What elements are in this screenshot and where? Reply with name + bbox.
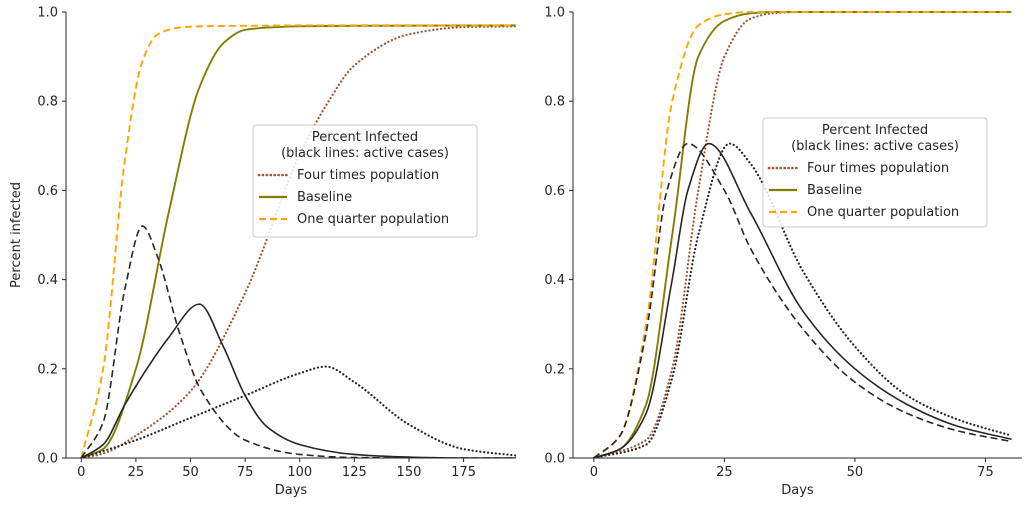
legend: Percent Infected(black lines: active cas… — [762, 117, 988, 228]
series-line-active-4 — [592, 142, 1013, 458]
series-line-cumulative-3 — [593, 11, 1012, 458]
legend-title: Percent Infected — [312, 130, 418, 145]
legend-frame — [762, 117, 988, 228]
series-line-cumulative-1 — [80, 25, 516, 458]
y-tick-label: 0.0 — [544, 452, 565, 467]
x-tick-label: 50 — [182, 465, 199, 480]
y-tick-label: 0.2 — [544, 362, 565, 377]
legend-label: Baseline — [297, 190, 352, 205]
x-tick-label: 25 — [716, 465, 733, 480]
series-line-cumulative-1 — [592, 10, 1013, 458]
legend-frame — [252, 124, 478, 238]
legend-label: Four times population — [807, 161, 949, 176]
y-tick-label: 0.6 — [37, 184, 58, 199]
y-tick-label: 0.2 — [37, 362, 58, 377]
series-group — [80, 24, 516, 458]
x-tick-label: 50 — [847, 465, 864, 480]
legend-label: Four times population — [297, 168, 439, 183]
chart-panel-2: 0 25 50 75 0.0 0.2 0.4 0.6 0.8 1.0 Days Percent Inf… — [544, 6, 1022, 498]
legend-title: (black lines: active cases) — [281, 146, 449, 161]
series-group — [592, 10, 1013, 458]
y-tick-label: 0.4 — [37, 273, 58, 288]
series-line-active-6 — [593, 142, 1012, 458]
y-tick-label: 1.0 — [37, 6, 58, 21]
y-axis-label: Percent infected — [9, 182, 24, 288]
x-tick-label: 75 — [977, 465, 994, 480]
y-tick-label: 0.8 — [544, 95, 565, 110]
x-tick-label: 150 — [397, 465, 422, 480]
x-tick-label: 25 — [128, 465, 145, 480]
x-tick-label: 75 — [237, 465, 254, 480]
x-axis-label: Days — [781, 483, 814, 498]
y-tick-label: 1.0 — [544, 6, 565, 21]
x-tick-label: 100 — [287, 465, 312, 480]
legend-label: One quarter population — [807, 205, 959, 220]
x-tick-label: 175 — [451, 465, 476, 480]
x-tick-label: 0 — [77, 465, 85, 480]
series-line-cumulative-3 — [80, 24, 516, 458]
legend-label: One quarter population — [297, 212, 449, 227]
series-line-active-5 — [593, 142, 1012, 458]
y-tick-label: 0.0 — [37, 452, 58, 467]
series-line-active-4 — [80, 365, 516, 458]
y-tick-label: 0.4 — [544, 273, 565, 288]
legend: Percent Infected(black lines: active cas… — [252, 124, 478, 238]
chart-panel-1: 0 25 50 75 100 125 150 175 0.0 0.2 0.4 0.6 0.8 1.0 Day… — [9, 6, 516, 498]
x-tick-label: 0 — [590, 465, 598, 480]
x-tick-label: 125 — [342, 465, 367, 480]
legend-title: Percent Infected — [822, 123, 928, 138]
series-line-active-6 — [80, 225, 516, 458]
legend-title: (black lines: active cases) — [791, 139, 959, 154]
y-tick-label: 0.8 — [37, 95, 58, 110]
x-axis-label: Days — [275, 483, 308, 498]
y-tick-label: 0.6 — [544, 184, 565, 199]
series-line-active-5 — [80, 303, 516, 458]
legend-label: Baseline — [807, 183, 862, 198]
series-line-cumulative-2 — [593, 11, 1012, 458]
series-line-cumulative-2 — [80, 24, 516, 458]
